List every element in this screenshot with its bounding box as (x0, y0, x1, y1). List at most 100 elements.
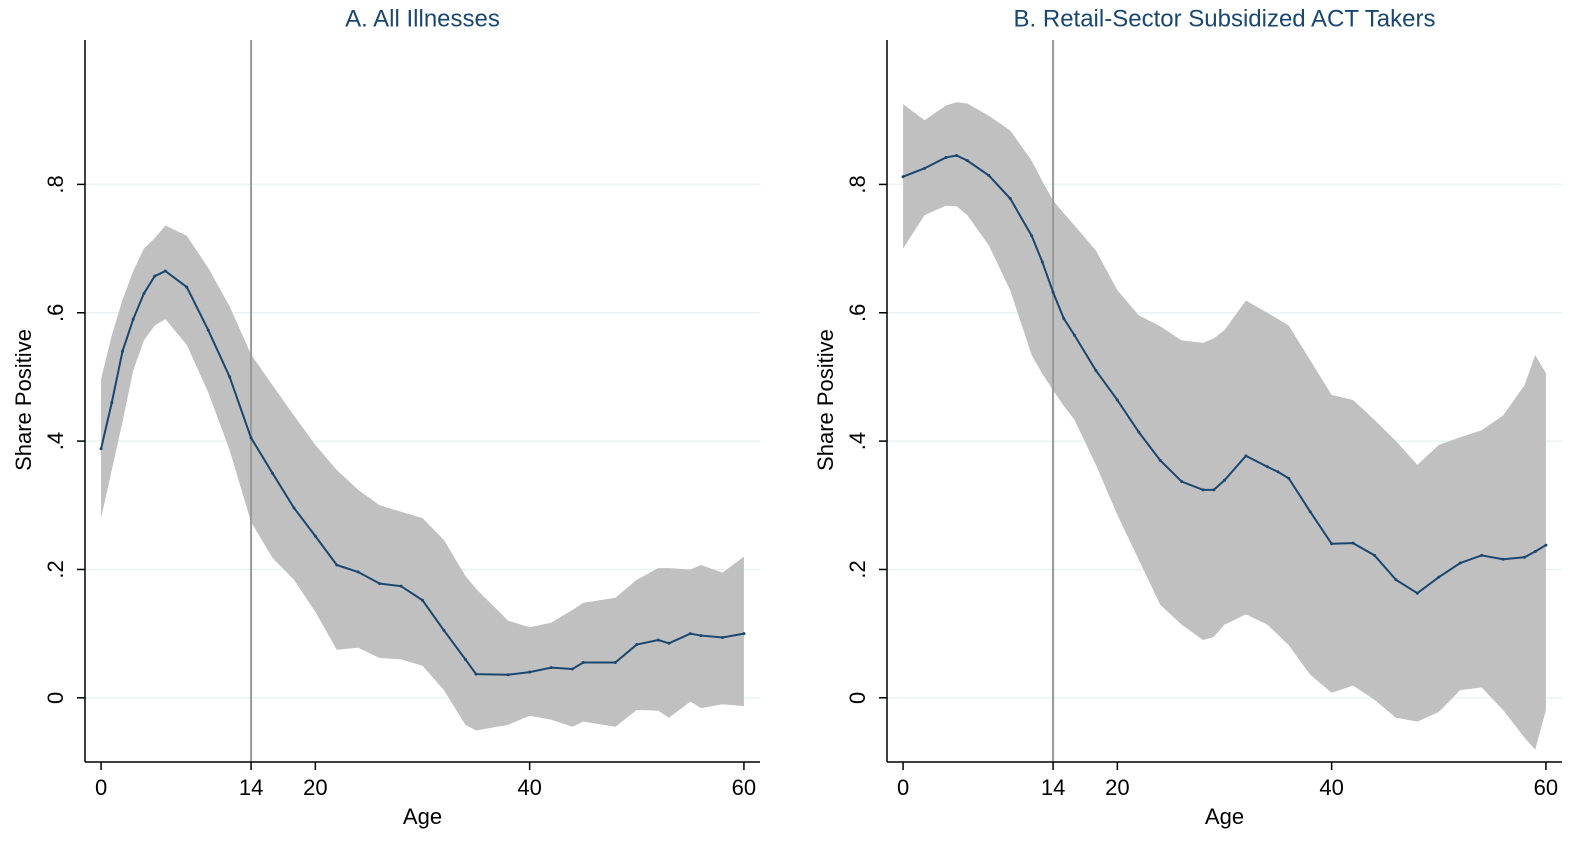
point (1201, 488, 1205, 492)
point (292, 506, 296, 510)
point (688, 632, 692, 636)
point (1544, 543, 1548, 547)
y-tick-label: .6 (845, 304, 870, 322)
point (1480, 553, 1484, 557)
point (549, 666, 553, 670)
point (1394, 578, 1398, 582)
point (1244, 454, 1248, 458)
point (249, 436, 253, 440)
x-tick-label: 0 (95, 775, 107, 800)
point (1212, 488, 1216, 492)
point (313, 534, 317, 538)
point (1040, 260, 1044, 264)
point (1051, 290, 1055, 294)
point (474, 672, 478, 676)
point (1458, 561, 1462, 565)
point (121, 349, 124, 353)
point (356, 570, 360, 574)
point (442, 628, 446, 632)
point (228, 375, 232, 379)
point (923, 166, 926, 170)
confidence-band (101, 225, 744, 731)
point (1223, 478, 1226, 482)
point (206, 328, 210, 332)
point (987, 173, 991, 177)
point (721, 635, 724, 639)
point (965, 159, 969, 163)
y-tick-label: .2 (43, 560, 68, 578)
point (1415, 591, 1419, 595)
point (1265, 465, 1269, 469)
point (1073, 333, 1076, 337)
y-tick-label: 0 (845, 692, 870, 704)
x-axis-label: Age (403, 804, 442, 829)
point (699, 634, 703, 638)
y-tick-label: .4 (43, 432, 68, 450)
point (1523, 555, 1526, 559)
point (528, 670, 532, 674)
x-axis-label: Age (1205, 804, 1244, 829)
point (153, 274, 157, 278)
y-tick-label: .8 (43, 175, 68, 193)
chart-title: A. All Illnesses (345, 5, 500, 32)
point (1115, 398, 1119, 402)
point (506, 673, 510, 677)
point (1276, 470, 1280, 474)
x-tick-label: 14 (239, 775, 263, 800)
point (1437, 575, 1441, 579)
x-tick-label: 20 (1105, 775, 1129, 800)
point (955, 154, 959, 158)
point (667, 641, 671, 645)
point (142, 292, 146, 296)
point (110, 401, 114, 405)
x-tick-label: 20 (303, 775, 327, 800)
point (185, 285, 189, 289)
point (335, 563, 339, 567)
y-axis-label: Share Positive (11, 329, 36, 471)
x-tick-label: 60 (1534, 775, 1558, 800)
x-tick-label: 14 (1041, 775, 1065, 800)
point (1501, 557, 1505, 561)
point (99, 447, 103, 451)
point (1158, 458, 1162, 462)
point (1351, 541, 1355, 545)
point (271, 471, 274, 475)
y-axis-label: Share Positive (813, 329, 838, 471)
x-tick-label: 40 (1319, 775, 1343, 800)
point (131, 317, 135, 321)
y-tick-label: 0 (43, 692, 68, 704)
x-tick-label: 60 (732, 775, 756, 800)
point (1062, 317, 1066, 321)
point (656, 638, 660, 642)
point (742, 632, 746, 636)
point (421, 598, 424, 602)
y-tick-label: .6 (43, 304, 68, 322)
point (1180, 480, 1184, 484)
point (399, 584, 403, 588)
point (1094, 369, 1098, 373)
point (613, 661, 617, 665)
point (1330, 542, 1334, 546)
point (463, 657, 467, 661)
point (1533, 549, 1537, 553)
point (1030, 234, 1034, 238)
point (944, 155, 948, 159)
point (378, 582, 382, 586)
point (1373, 553, 1376, 557)
point (901, 175, 905, 179)
point (571, 667, 574, 671)
y-tick-label: .2 (845, 560, 870, 578)
x-tick-label: 0 (897, 775, 909, 800)
y-tick-label: .8 (845, 175, 870, 193)
point (163, 269, 167, 273)
point (635, 643, 639, 647)
point (1008, 197, 1012, 201)
point (1287, 476, 1291, 480)
x-tick-label: 40 (517, 775, 541, 800)
confidence-band (903, 102, 1546, 750)
point (1137, 430, 1141, 434)
chart-title: B. Retail-Sector Subsidized ACT Takers (1014, 5, 1436, 32)
point (581, 661, 585, 665)
point (1308, 510, 1312, 514)
